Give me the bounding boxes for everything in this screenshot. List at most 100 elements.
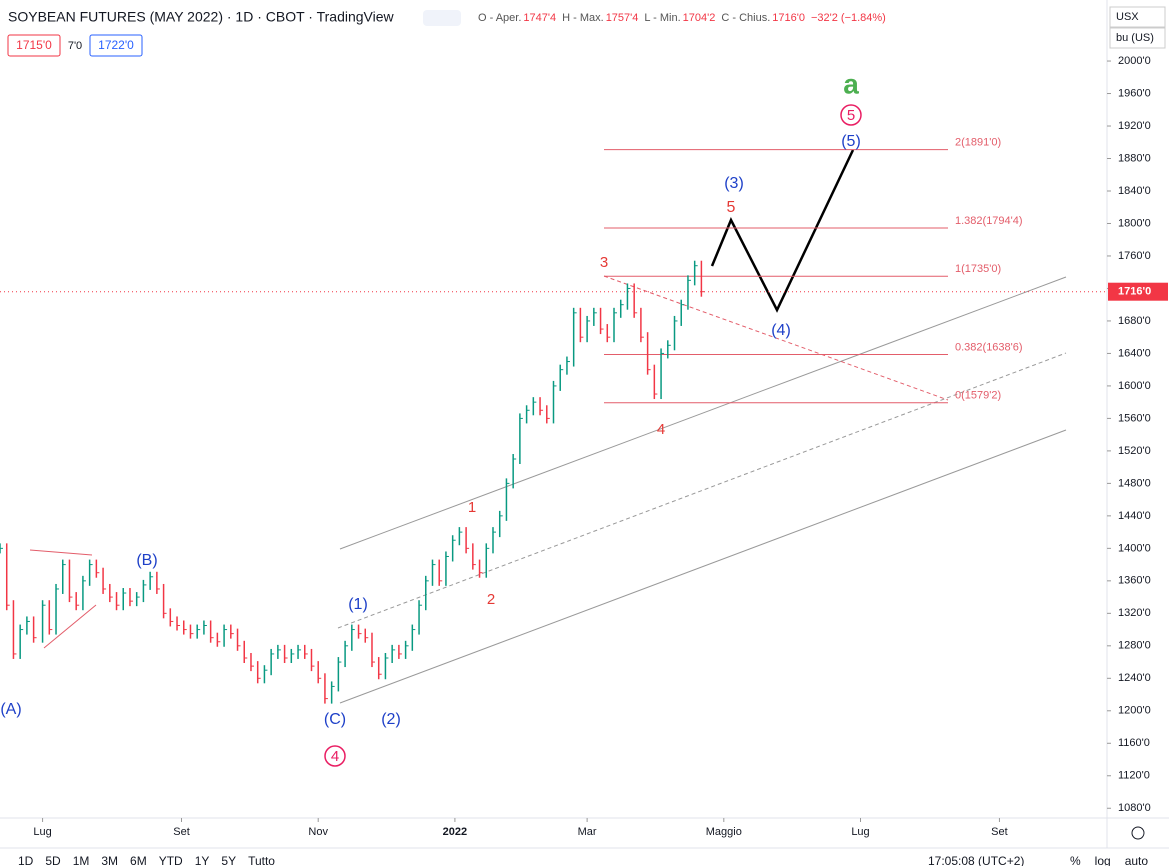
wave-label: 4 [657, 421, 665, 438]
ohlc-value: 1716'0 [772, 12, 805, 24]
wave-label: (3) [724, 175, 744, 192]
y-tick-label: 1760'0 [1118, 250, 1151, 262]
y-tick-label: 1960'0 [1118, 87, 1151, 99]
wave-label: 5 [727, 199, 736, 216]
y-tick-label: 1400'0 [1118, 542, 1151, 554]
currency-box[interactable] [1109, 6, 1166, 28]
y-tick-label: 1640'0 [1118, 347, 1151, 359]
ohlc-label: O - Aper. [478, 12, 521, 24]
change: −32'2 (−1.84%) [811, 12, 886, 24]
fib-label: 1.382(1794'4) [955, 215, 1023, 227]
y-tick-label: 1360'0 [1118, 575, 1151, 587]
x-tick-label: Mar [578, 826, 597, 838]
spread: 7'0 [68, 40, 82, 52]
wave-label: (5) [841, 133, 861, 150]
y-tick-label: 1920'0 [1118, 120, 1151, 132]
y-tick-label: 1680'0 [1118, 315, 1151, 327]
channel-line [339, 429, 1067, 704]
y-tick-label: 1120'0 [1118, 770, 1150, 782]
range-button[interactable]: 3M [101, 854, 118, 866]
buy-box[interactable] [89, 34, 143, 57]
x-tick-label: Lug [851, 826, 869, 838]
x-tick-label: Lug [33, 826, 51, 838]
wave-label: 5 [847, 107, 855, 124]
x-tick-label: 2022 [443, 826, 467, 838]
x-tick-label: Nov [308, 826, 328, 838]
channel-line [339, 276, 1067, 550]
y-tick-label: 1280'0 [1118, 640, 1151, 652]
y-tick-label: 1800'0 [1118, 217, 1151, 229]
y-tick-label: 1600'0 [1118, 380, 1151, 392]
buy-price[interactable]: 1722'0 [98, 38, 134, 52]
ohlc-label: H - Max. [562, 12, 604, 24]
y-tick-label: 1480'0 [1118, 477, 1151, 489]
wave-label: (4) [771, 322, 791, 339]
ohlc-value: 1757'4 [606, 12, 639, 24]
triangle-line [29, 549, 93, 556]
wave-label: a [843, 68, 859, 99]
ohlc-label: C - Chius. [721, 12, 770, 24]
y-tick-label: 2000'0 [1118, 55, 1151, 67]
scale-option[interactable]: auto [1125, 854, 1149, 866]
unit[interactable]: bu (US) [1116, 32, 1154, 44]
sell-box[interactable] [7, 34, 61, 57]
last-price-box [1108, 282, 1168, 301]
channel [29, 275, 1067, 704]
fib-label: 1(1735'0) [955, 263, 1001, 275]
triangle-line [43, 604, 97, 649]
y-tick-label: 1200'0 [1118, 705, 1151, 717]
fib-label: 0.382(1638'6) [955, 341, 1023, 353]
wave-label: (B) [136, 552, 157, 569]
plot: 2(1891'0) 1.382(1794'4) 1(1735'0) 0.382(163… [0, 136, 1107, 704]
channel-mid [337, 352, 1067, 629]
wave-label: 3 [600, 254, 608, 271]
range-button[interactable]: 5Y [221, 854, 236, 866]
range-button[interactable]: 5D [45, 854, 61, 866]
ohlc-value: 1747'4 [523, 12, 556, 24]
y-tick-label: 1520'0 [1118, 445, 1151, 457]
annotations: a 5 (5) (3) 5 3 (4) 4 1 2 (B) (1) (A) (C) (2) 4 [0, 68, 862, 767]
range-button[interactable]: 6M [130, 854, 147, 866]
wave-label: (C) [324, 711, 346, 728]
range-button[interactable]: 1Y [195, 854, 210, 866]
wave-projection [710, 149, 855, 313]
x-tick-label: Maggio [706, 826, 742, 838]
y-tick-label: 1560'0 [1118, 412, 1151, 424]
currency[interactable]: USX [1116, 11, 1139, 23]
icons[interactable] [423, 10, 461, 26]
fib-label: 0(1579'2) [955, 390, 1001, 402]
unit-box[interactable] [1109, 27, 1166, 49]
y-tick-label: 1880'0 [1118, 152, 1151, 164]
range-button[interactable]: YTD [159, 854, 183, 866]
wave-label: 2 [487, 591, 495, 608]
settings-icon[interactable] [1131, 826, 1145, 840]
x-tick-label: Set [173, 826, 190, 838]
wave-label: 4 [331, 748, 339, 765]
wave-label: 1 [468, 499, 476, 516]
y-tick-label: 1840'0 [1118, 185, 1151, 197]
sell-price[interactable]: 1715'0 [16, 38, 52, 52]
range-button[interactable]: Tutto [248, 854, 275, 866]
clock: 17:05:08 (UTC+2) [928, 854, 1024, 866]
wave-circle [324, 745, 346, 767]
wave-circle [840, 104, 862, 126]
range-button[interactable]: 1D [18, 854, 34, 866]
scale-option[interactable]: % [1070, 854, 1081, 866]
ohlc-label: L - Min. [644, 12, 680, 24]
ohlc-value: 1704'2 [683, 12, 716, 24]
wave-label: (1) [348, 596, 368, 613]
y-tick-label: 1440'0 [1118, 510, 1151, 522]
wave-label: (2) [381, 711, 401, 728]
title: SOYBEAN FUTURES (MAY 2022) · 1D · CBOT ·… [8, 9, 395, 25]
scale-option[interactable]: log [1095, 854, 1111, 866]
y-tick-label: 1160'0 [1118, 737, 1150, 749]
wave-label: (A) [0, 701, 21, 718]
x-tick-label: Set [991, 826, 1008, 838]
last-price-label: 1716'0 [1118, 286, 1151, 298]
y-tick-label: 1240'0 [1118, 672, 1151, 684]
range-button[interactable]: 1M [73, 854, 90, 866]
fib-label: 2(1891'0) [955, 136, 1001, 148]
y-tick-label: 1080'0 [1118, 802, 1151, 814]
